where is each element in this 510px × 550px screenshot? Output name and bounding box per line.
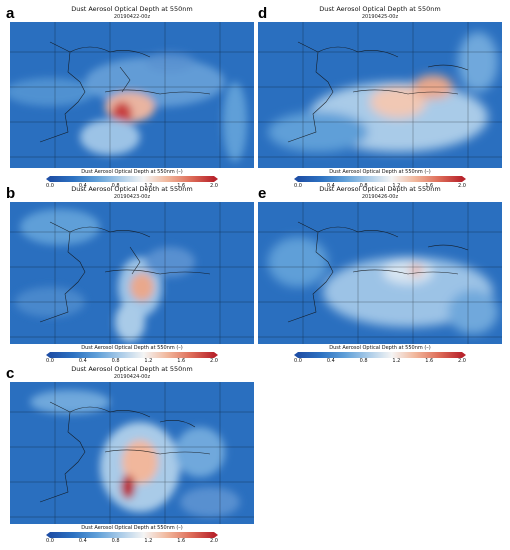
colorbar-tick: 2.0 xyxy=(458,358,466,364)
colorbar-ticks: 0.0 0.4 0.8 1.2 1.6 2.0 xyxy=(294,358,466,365)
dust-map xyxy=(10,22,254,168)
colorbar-tick: 0.8 xyxy=(111,538,120,544)
colorbar-gradient xyxy=(50,532,214,538)
colorbar xyxy=(294,176,466,182)
colorbar-tick: 0.4 xyxy=(326,183,335,189)
panel-label: e xyxy=(258,185,267,202)
dust-map xyxy=(10,382,254,524)
colorbar-min-arrow xyxy=(46,532,50,538)
colorbar-tick: 0.4 xyxy=(78,183,87,189)
colorbar-tick: 1.6 xyxy=(177,183,186,189)
colorbar xyxy=(46,532,218,538)
colorbar-tick: 0.8 xyxy=(359,183,368,189)
colorbar-tick: 0.0 xyxy=(46,538,54,544)
colorbar-tick: 0.4 xyxy=(326,358,335,364)
panel-title: Dust Aerosol Optical Depth at 550nm xyxy=(71,5,193,13)
panel-c: c Dust Aerosol Optical Depth at 550nm 20… xyxy=(6,364,254,550)
panel-title: Dust Aerosol Optical Depth at 550nm xyxy=(71,365,193,373)
colorbar-tick: 2.0 xyxy=(210,183,218,189)
panel-b: b Dust Aerosol Optical Depth at 550nm 20… xyxy=(6,184,254,365)
colorbar xyxy=(46,176,218,182)
colorbar-tick: 1.2 xyxy=(144,538,153,544)
panel-label: c xyxy=(6,365,15,382)
colorbar-ticks: 0.0 0.4 0.8 1.2 1.6 2.0 xyxy=(46,538,218,545)
colorbar-tick: 0.4 xyxy=(78,538,87,544)
colorbar-tick: 1.2 xyxy=(392,358,401,364)
colorbar-tick: 0.8 xyxy=(111,358,120,364)
colorbar-tick: 1.6 xyxy=(425,183,434,189)
colorbar-max-arrow xyxy=(214,532,218,538)
colorbar-ticks: 0.0 0.4 0.8 1.2 1.6 2.0 xyxy=(46,358,218,365)
colorbar-label: Dust Aerosol Optical Depth at 550nm (–) xyxy=(329,345,431,351)
colorbar-max-arrow xyxy=(462,352,466,358)
panel-d: d Dust Aerosol Optical Depth at 550nm 20… xyxy=(258,4,502,193)
colorbar-gradient xyxy=(298,176,462,182)
colorbar-gradient xyxy=(298,352,462,358)
panel-date: 20190426-00z xyxy=(361,194,399,200)
panel-title: Dust Aerosol Optical Depth at 550nm xyxy=(71,185,193,193)
panel-date: 20190423-00z xyxy=(113,194,151,200)
colorbar-tick: 0.8 xyxy=(359,358,368,364)
colorbar-label: Dust Aerosol Optical Depth at 550nm (–) xyxy=(81,525,183,531)
colorbar xyxy=(294,352,466,358)
dust-map xyxy=(10,202,254,344)
panel-date: 20190425-00z xyxy=(361,14,399,20)
panel-title: Dust Aerosol Optical Depth at 550nm xyxy=(319,185,441,193)
colorbar-label: Dust Aerosol Optical Depth at 550nm (–) xyxy=(329,169,431,175)
panel-label: b xyxy=(6,185,16,202)
colorbar-tick: 0.0 xyxy=(46,183,54,189)
panel-e: e Dust Aerosol Optical Depth at 550nm 20… xyxy=(258,184,502,364)
colorbar-max-arrow xyxy=(214,176,218,182)
colorbar-tick: 0.8 xyxy=(111,183,120,189)
colorbar-tick: 1.6 xyxy=(177,358,186,364)
colorbar-tick: 0.0 xyxy=(46,358,54,364)
colorbar-tick: 2.0 xyxy=(458,183,466,189)
colorbar-tick: 1.2 xyxy=(392,183,401,189)
colorbar-max-arrow xyxy=(214,352,218,358)
colorbar-tick: 1.6 xyxy=(425,358,434,364)
colorbar-min-arrow xyxy=(294,176,298,182)
colorbar-gradient xyxy=(50,176,214,182)
dust-map xyxy=(258,202,502,344)
colorbar-label: Dust Aerosol Optical Depth at 550nm (–) xyxy=(81,345,183,351)
panel-title: Dust Aerosol Optical Depth at 550nm xyxy=(319,5,441,13)
colorbar-tick: 2.0 xyxy=(210,538,218,544)
colorbar-min-arrow xyxy=(46,352,50,358)
panel-label: a xyxy=(6,5,15,22)
colorbar-tick: 0.4 xyxy=(78,358,87,364)
colorbar-min-arrow xyxy=(294,352,298,358)
colorbar-min-arrow xyxy=(46,176,50,182)
colorbar xyxy=(46,352,218,358)
colorbar-label: Dust Aerosol Optical Depth at 550nm (–) xyxy=(81,169,183,175)
colorbar-ticks: 0.0 0.4 0.8 1.2 1.6 2.0 xyxy=(294,183,466,190)
colorbar-max-arrow xyxy=(462,176,466,182)
panel-date: 20190424-00z xyxy=(113,374,151,380)
colorbar-tick: 2.0 xyxy=(210,358,218,364)
colorbar-tick: 1.6 xyxy=(177,538,186,544)
colorbar-tick: 0.0 xyxy=(294,183,302,189)
panel-label: d xyxy=(258,5,268,22)
colorbar-tick: 1.2 xyxy=(144,183,153,189)
colorbar-gradient xyxy=(50,352,214,358)
panel-a: a Dust Aerosol Optical Depth at 550nm 20… xyxy=(6,4,254,193)
colorbar-tick: 0.0 xyxy=(294,358,302,364)
panel-date: 20190422-00z xyxy=(113,14,151,20)
dust-map xyxy=(258,22,502,168)
colorbar-tick: 1.2 xyxy=(144,358,153,364)
colorbar-ticks: 0.0 0.4 0.8 1.2 1.6 2.0 xyxy=(46,183,218,190)
